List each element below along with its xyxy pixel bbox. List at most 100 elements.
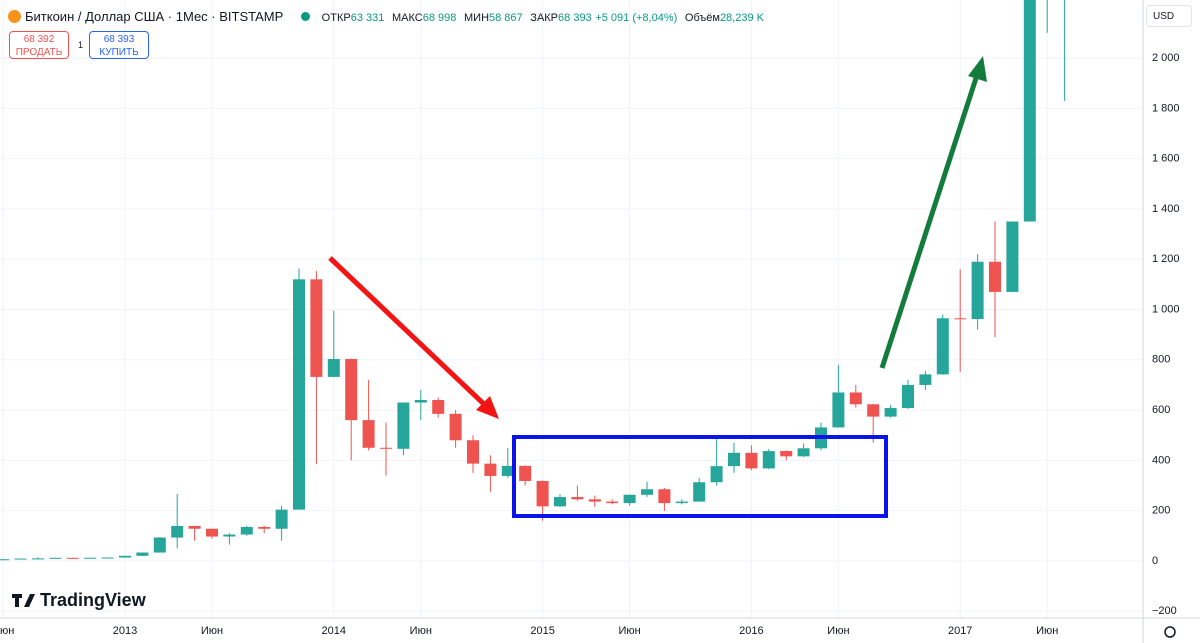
- x-tick-label: Июн: [827, 625, 849, 637]
- candle-body: [554, 497, 566, 507]
- candle-body: [989, 261, 1001, 292]
- symbol: Биткоин / Доллар США · 1Мес · BITSTAMP: [25, 9, 284, 24]
- candle-body: [432, 400, 445, 414]
- y-tick-label: 1 800: [1152, 102, 1180, 114]
- y-tick-label: 1 400: [1152, 203, 1180, 215]
- buy-button[interactable]: 68 393 КУПИТЬ: [89, 31, 149, 59]
- candle-body: [84, 557, 97, 559]
- candle-body: [728, 452, 740, 467]
- logo: [12, 594, 1176, 638]
- sell-price: 68 392: [23, 34, 55, 45]
- y-tick-label: 0: [1152, 555, 1158, 567]
- candle-body: [762, 451, 775, 469]
- candle-body: [1023, 0, 1036, 222]
- y-tick-label: 1 000: [1152, 303, 1180, 315]
- open-value: 63 331: [350, 12, 385, 24]
- candle-body: [641, 489, 653, 495]
- candle-body: [293, 279, 305, 510]
- x-tick-label: Июн: [618, 625, 640, 637]
- candle-body: [606, 501, 619, 504]
- change-value: +5 091 (+8,04%): [595, 12, 678, 24]
- candle-body: [380, 447, 392, 449]
- grid: [0, 0, 1143, 618]
- candle-body: [745, 452, 758, 469]
- y-tick-label: 1 200: [1152, 253, 1180, 265]
- candle-body: [258, 526, 271, 529]
- candle-body: [797, 448, 810, 457]
- x-tick-label: 2016: [739, 625, 763, 637]
- coin-icon: [8, 10, 21, 23]
- candles: [0, 0, 1066, 561]
- candle-body: [223, 534, 236, 537]
- buy-label: КУПИТЬ: [99, 47, 139, 58]
- candle-body: [32, 558, 44, 560]
- candle-body: [693, 482, 706, 502]
- candle-body: [49, 557, 62, 559]
- candle-body: [153, 537, 166, 553]
- sell-button[interactable]: 68 392 ПРОДАТЬ: [9, 31, 69, 59]
- candle-body: [867, 404, 880, 417]
- candle-body: [14, 558, 27, 560]
- symbol-header: Биткоин / Доллар США · 1Мес · BITSTAMP О…: [8, 9, 764, 24]
- logo-mark: [15, 594, 19, 607]
- candle-body: [484, 463, 497, 476]
- y-tick-label: 2 000: [1152, 52, 1180, 64]
- down-arrow-head: [476, 396, 499, 419]
- candle-body: [449, 413, 462, 441]
- candle-body: [501, 465, 514, 476]
- x-tick-label: 2017: [948, 625, 972, 637]
- candle-body: [119, 555, 131, 558]
- candle-body: [849, 392, 862, 405]
- candle-body: [536, 480, 549, 507]
- sell-label: ПРОДАТЬ: [15, 47, 63, 58]
- candle-body: [658, 489, 671, 504]
- high-value: 68 998: [422, 12, 457, 24]
- x-tick-label: Июн: [410, 625, 432, 637]
- close-value: 68 393: [558, 12, 592, 24]
- buy-price: 68 393: [103, 34, 135, 45]
- y-tick-label: −200: [1152, 605, 1177, 617]
- x-tick-label: 2013: [113, 625, 137, 637]
- status-dot: [300, 12, 310, 21]
- candle-body: [414, 400, 427, 403]
- candle-body: [171, 525, 184, 538]
- x-tick-label: 2014: [322, 625, 346, 637]
- candle-body: [710, 466, 723, 483]
- candle-body: [310, 279, 323, 377]
- low-label: МИН: [464, 12, 490, 24]
- candle-body: [1006, 221, 1019, 292]
- down-arrow: [328, 256, 489, 409]
- candle-body: [66, 557, 79, 559]
- candle-body: [936, 318, 949, 375]
- candle-body: [954, 318, 967, 320]
- candle-body: [971, 261, 984, 320]
- range-box: [512, 435, 888, 518]
- x-tick-label: Июн: [201, 625, 223, 637]
- logo-mark: [24, 594, 35, 607]
- y-tick-label: 400: [1152, 454, 1170, 466]
- candle-body: [571, 497, 584, 500]
- candle-body: [832, 392, 845, 428]
- candle-body: [362, 420, 375, 448]
- y-tick-label: 1 600: [1152, 153, 1180, 165]
- candle-body: [919, 374, 932, 385]
- candle-body: [519, 465, 532, 481]
- candle-body: [206, 528, 218, 537]
- high-label: МАКС: [391, 12, 423, 24]
- x-tick-label: Июн: [1036, 625, 1058, 637]
- candle-body: [345, 359, 358, 421]
- candle-body: [397, 402, 410, 449]
- candle-body: [240, 526, 253, 535]
- y-tick-label: 200: [1152, 505, 1170, 517]
- settings-icon[interactable]: [1164, 626, 1176, 638]
- candle-body: [101, 557, 114, 559]
- candle-body: [588, 499, 601, 502]
- open-label: ОТКР: [321, 12, 351, 24]
- candle-body: [188, 525, 201, 529]
- up-arrow-head: [968, 56, 987, 82]
- currency-selector[interactable]: USD: [1146, 5, 1192, 27]
- candle-body: [467, 440, 479, 464]
- y-tick-label: 600: [1152, 404, 1170, 416]
